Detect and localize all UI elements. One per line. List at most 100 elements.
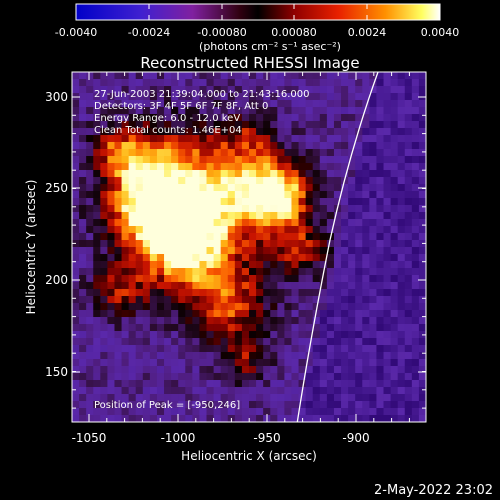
heatmap-cell [312,254,321,262]
heatmap-cell [199,338,208,346]
heatmap-cell [213,191,222,199]
heatmap-cell [263,191,271,199]
heatmap-cell [355,177,363,185]
heatmap-cell [213,289,222,297]
heatmap-cell [171,310,179,318]
heatmap-cell [333,86,342,94]
heatmap-cell [114,142,123,150]
heatmap-cell [128,317,137,325]
heatmap-cell [227,387,236,395]
heatmap-cell [107,394,116,402]
heatmap-cell [114,135,123,143]
heatmap-cell [121,128,130,136]
heatmap-cell [142,177,151,185]
heatmap-cell [383,156,392,164]
heatmap-cell [341,128,349,136]
heatmap-cell [114,149,123,157]
heatmap-cell [178,128,186,136]
heatmap-cell [383,107,392,115]
heatmap-cell [227,233,236,241]
heatmap-cell [298,114,307,122]
heatmap-cell [79,226,87,234]
heatmap-cell [114,296,123,304]
heatmap-cell [185,163,193,171]
heatmap-cell [348,128,356,136]
heatmap-cell [107,338,116,346]
heatmap-cell [192,205,201,213]
heatmap-cell [100,170,108,178]
heatmap-cell [376,72,385,80]
heatmap-cell [156,338,165,346]
heatmap-cell [72,261,80,269]
heatmap-cell [291,128,300,136]
heatmap-cell [263,254,271,262]
heatmap-cell [171,275,179,283]
heatmap-cell [100,296,108,304]
heatmap-cell [362,303,370,311]
heatmap-cell [213,128,222,136]
heatmap-cell [355,303,363,311]
heatmap-cell [128,107,137,115]
heatmap-cell [263,205,271,213]
heatmap-cell [178,219,186,227]
heatmap-cell [411,296,420,304]
heatmap-cell [411,121,420,129]
heatmap-cell [114,338,123,346]
heatmap-cell [135,128,144,136]
heatmap-cell [114,128,123,136]
heatmap-cell [270,121,278,129]
heatmap-cell [333,79,342,87]
heatmap-cell [341,359,349,367]
heatmap-cell [121,359,130,367]
heatmap-cell [171,219,179,227]
heatmap-cell [418,324,426,332]
heatmap-cell [171,163,179,171]
heatmap-cell [418,401,426,409]
heatmap-cell [418,177,426,185]
heatmap-cell [206,373,215,381]
heatmap-cell [376,282,385,290]
heatmap-cell [72,394,80,402]
heatmap-cell [376,114,385,122]
heatmap-cell [86,121,94,129]
heatmap-cell [72,254,80,262]
heatmap-cell [355,324,363,332]
heatmap-cell [149,275,158,283]
heatmap-cell [79,149,87,157]
heatmap-cell [326,114,335,122]
heatmap-cell [234,268,243,276]
heatmap-cell [241,317,250,325]
heatmap-cell [185,387,193,395]
heatmap-cell [220,282,229,290]
heatmap-cell [107,114,116,122]
heatmap-cell [383,247,392,255]
heatmap-cell [411,198,420,206]
heatmap-cell [135,219,144,227]
heatmap-cell [270,268,278,276]
heatmap-cell [362,317,370,325]
heatmap-cell [319,135,328,143]
heatmap-cell [199,219,208,227]
heatmap-cell [326,303,335,311]
heatmap-cell [93,331,101,339]
heatmap-cell [199,317,208,325]
heatmap-cell [284,233,293,241]
heatmap-cell [348,268,356,276]
heatmap-cell [227,254,236,262]
heatmap-cell [171,289,179,297]
heatmap-cell [93,240,101,248]
heatmap-cell [362,226,370,234]
heatmap-cell [192,268,201,276]
heatmap-cell [213,324,222,332]
heatmap-cell [362,107,370,115]
heatmap-cell [135,121,144,129]
heatmap-cell [348,100,356,108]
heatmap-cell [341,331,349,339]
heatmap-cell [263,233,271,241]
heatmap-cell [319,254,328,262]
heatmap-cell [128,240,137,248]
heatmap-cell [234,331,243,339]
heatmap-cell [185,240,193,248]
heatmap-cell [241,170,250,178]
heatmap-cell [319,107,328,115]
